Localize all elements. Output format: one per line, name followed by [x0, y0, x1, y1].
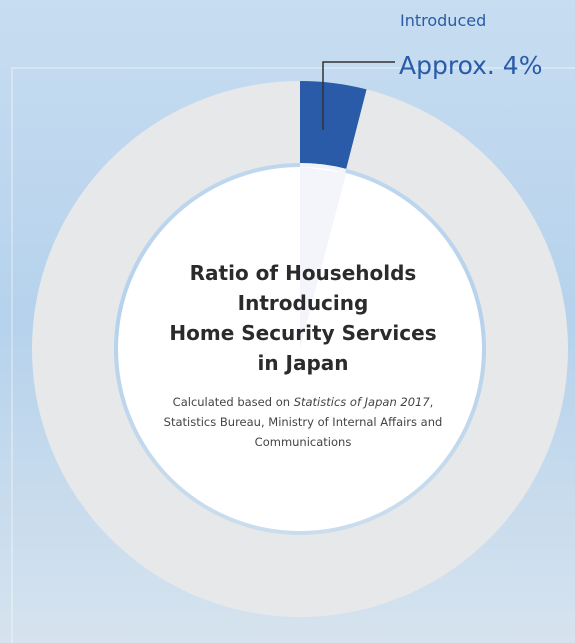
- source: Calculated based on Statistics of Japan …: [153, 392, 453, 452]
- title-line: in Japan: [143, 348, 463, 378]
- source-italic: Statistics of Japan 2017: [294, 395, 430, 409]
- center-text: Ratio of Households Introducing Home Sec…: [143, 258, 463, 452]
- category-label: Introduced: [400, 11, 486, 30]
- page: Introduced Approx. 4% Ratio of Household…: [0, 0, 575, 643]
- source-text: Calculated based on: [173, 395, 294, 409]
- title-line: Ratio of Households: [143, 258, 463, 288]
- value-label: Approx. 4%: [399, 51, 542, 80]
- title-line: Introducing: [143, 288, 463, 318]
- title-line: Home Security Services: [143, 318, 463, 348]
